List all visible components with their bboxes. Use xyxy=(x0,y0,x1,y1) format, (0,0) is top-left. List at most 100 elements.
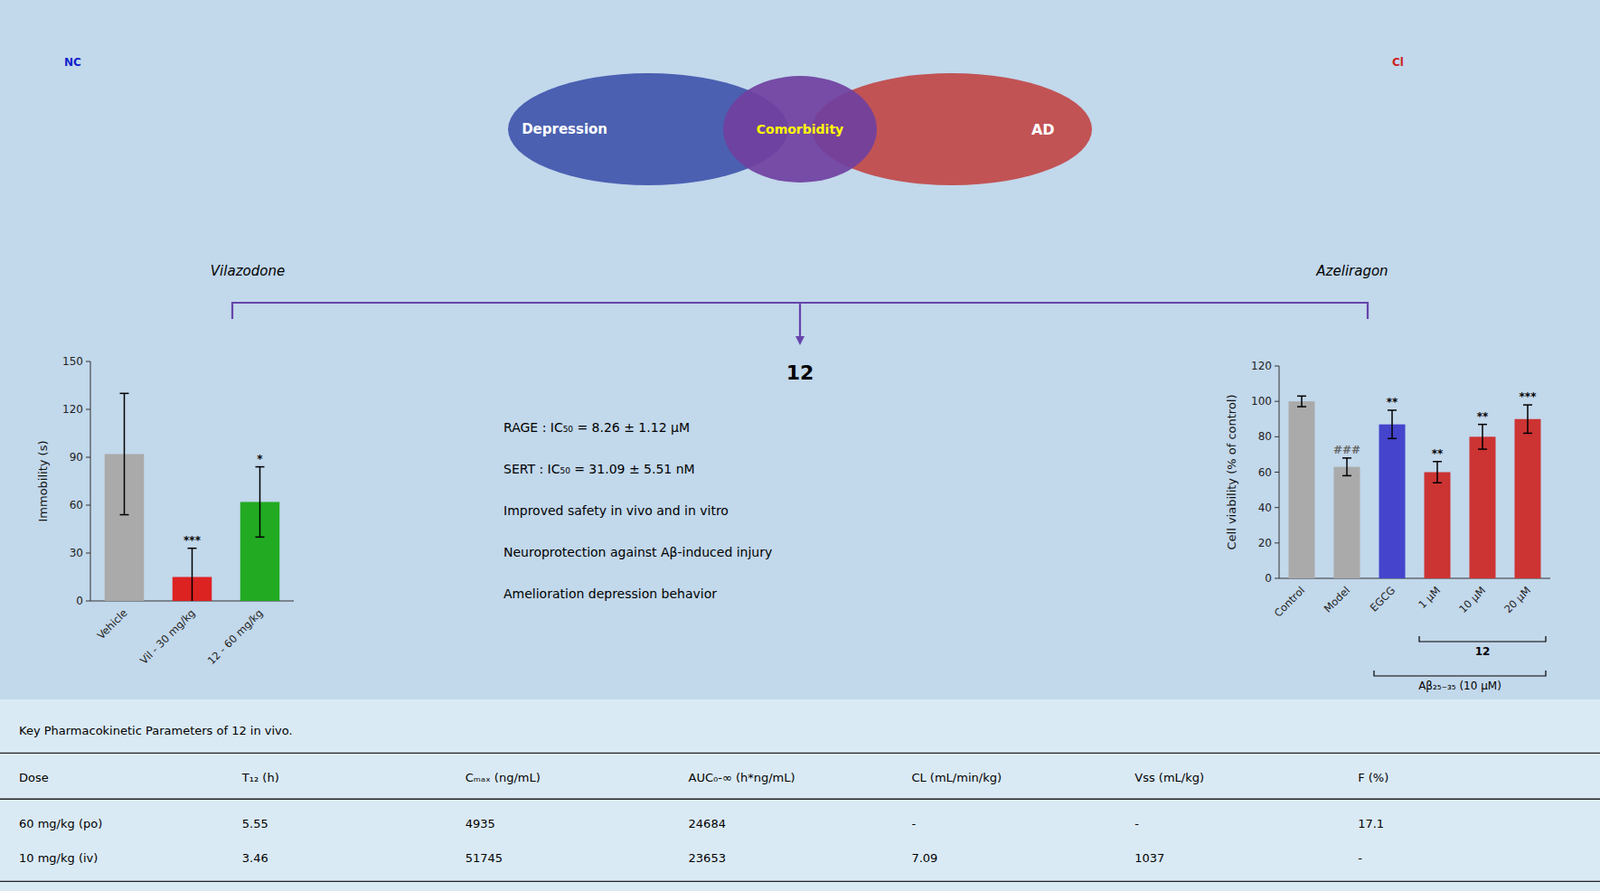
bar xyxy=(1469,436,1497,579)
table-cell: 1037 xyxy=(1134,851,1165,866)
table-cell: 10 mg/kg (iv) xyxy=(18,851,98,866)
error-cap xyxy=(120,393,130,396)
figure: 0306090120150Immobility (s)****VehicleVi… xyxy=(0,0,1600,891)
error-cap xyxy=(1387,409,1397,412)
y-tick xyxy=(85,457,91,459)
significance-label: ** xyxy=(1477,410,1489,424)
venn-overlap xyxy=(723,75,877,183)
error-cap xyxy=(1477,423,1488,426)
x-tick-label: 10 μM xyxy=(1456,583,1488,616)
y-tick-label: 20 xyxy=(1258,536,1272,550)
error-bar xyxy=(255,467,265,538)
table-rule xyxy=(0,881,1600,883)
error-cap xyxy=(1297,405,1307,408)
error-cap xyxy=(1297,395,1307,398)
significance-label: *** xyxy=(183,534,202,547)
error-line xyxy=(1391,410,1393,439)
bar-chart: 0306090120150Immobility (s)****VehicleVi… xyxy=(36,355,294,668)
table-cell: 3.46 xyxy=(242,851,269,866)
venn-label: Depression xyxy=(521,121,608,138)
y-tick xyxy=(85,601,91,603)
table-header: Dose xyxy=(18,771,49,785)
note: Amelioration depression behavior xyxy=(503,586,717,602)
y-tick xyxy=(85,361,91,363)
y-tick-label: 80 xyxy=(1258,430,1272,443)
error-cap xyxy=(1342,457,1352,460)
y-tick xyxy=(85,409,91,411)
table-header: CL (mL/min/kg) xyxy=(911,771,1002,785)
x-tick-label: 20 μM xyxy=(1501,583,1534,616)
bar xyxy=(1515,419,1542,579)
table-cell: 5.55 xyxy=(242,817,269,831)
table-header: T₁₂ (h) xyxy=(241,771,280,785)
error-cap xyxy=(255,466,265,469)
table: Key Pharmacokinetic Parameters of 12 in … xyxy=(0,699,1600,891)
error-line xyxy=(123,393,126,515)
error-bar xyxy=(1477,424,1488,450)
error-cap xyxy=(188,547,198,550)
table-cell: 60 mg/kg (po) xyxy=(18,817,103,831)
x-tick-label: 1 μM xyxy=(1415,583,1443,612)
error-line xyxy=(191,548,194,602)
y-tick xyxy=(1274,366,1280,368)
marks xyxy=(1289,395,1542,579)
table-cell: - xyxy=(911,817,916,831)
error-bar xyxy=(1432,461,1442,484)
structure-label: NC xyxy=(64,56,82,69)
y-tick-label: 0 xyxy=(75,594,84,608)
x-tick-label: 12 - 60 mg/kg xyxy=(205,606,266,668)
x-tick-label: Vehicle xyxy=(94,606,131,642)
bar xyxy=(1334,467,1361,579)
bracket xyxy=(1374,670,1546,677)
significance-label: *** xyxy=(1519,390,1538,404)
table-cell: - xyxy=(1134,817,1139,831)
table-cell: 51745 xyxy=(465,851,503,866)
scheme: DepressionComorbidityADNCClVilazodoneAze… xyxy=(64,56,1404,602)
table-header: Vss (mL/kg) xyxy=(1134,771,1205,785)
background xyxy=(0,0,1600,891)
note: SERT : IC₅₀ = 31.09 ± 5.51 nM xyxy=(503,461,696,477)
y-tick-label: 60 xyxy=(69,498,84,512)
note: Improved safety in vivo and in vitro xyxy=(503,503,729,518)
significance-label: ### xyxy=(1333,443,1361,457)
bar-chart: 020406080100120Cell viability (% of cont… xyxy=(1224,359,1551,693)
x-tick-label: EGCG xyxy=(1367,583,1398,614)
y-tick-label: 150 xyxy=(62,355,84,368)
note: RAGE : IC₅₀ = 8.26 ± 1.12 μM xyxy=(503,420,690,435)
table-rule xyxy=(0,752,1600,754)
error-cap xyxy=(255,536,265,539)
y-tick-label: 40 xyxy=(1258,501,1272,515)
y-tick-label: 60 xyxy=(1258,466,1272,480)
bracket-label: 12 xyxy=(1475,645,1491,659)
marks xyxy=(104,393,281,602)
table-rule xyxy=(0,799,1600,800)
y-tick xyxy=(1274,507,1280,509)
error-cap xyxy=(120,514,130,517)
bracket-line xyxy=(1374,670,1546,677)
error-bar xyxy=(120,393,130,515)
venn-label: AD xyxy=(1031,121,1055,139)
y-tick xyxy=(1274,542,1280,544)
error-cap xyxy=(1523,404,1533,406)
table-cell: 4935 xyxy=(465,817,496,831)
error-bar xyxy=(1523,404,1533,433)
significance-label: * xyxy=(256,452,264,466)
y-tick-label: 100 xyxy=(1251,395,1272,408)
table-cell: - xyxy=(1357,851,1363,866)
error-bar xyxy=(1297,395,1307,407)
drug-label: Azeliragon xyxy=(1315,263,1388,280)
y-tick-label: 30 xyxy=(69,546,84,560)
significance-label: ** xyxy=(1431,447,1444,461)
y-axis-label: Cell viability (% of control) xyxy=(1224,394,1239,550)
error-bar xyxy=(188,548,198,602)
y-tick xyxy=(1274,578,1280,580)
significance-label: ** xyxy=(1386,395,1399,409)
bracket-label: Aβ₂₅₋₃₅ (10 μM) xyxy=(1418,679,1502,693)
table-header: AUC₀-∞ (h*ng/mL) xyxy=(688,771,796,785)
x-tick-label: Model xyxy=(1321,583,1353,615)
bar xyxy=(1289,401,1316,579)
x-tick-label: Vil - 30 mg/kg xyxy=(137,606,198,668)
error-bar xyxy=(1342,458,1352,477)
error-cap xyxy=(1432,482,1442,485)
table-cell: 17.1 xyxy=(1357,817,1384,831)
